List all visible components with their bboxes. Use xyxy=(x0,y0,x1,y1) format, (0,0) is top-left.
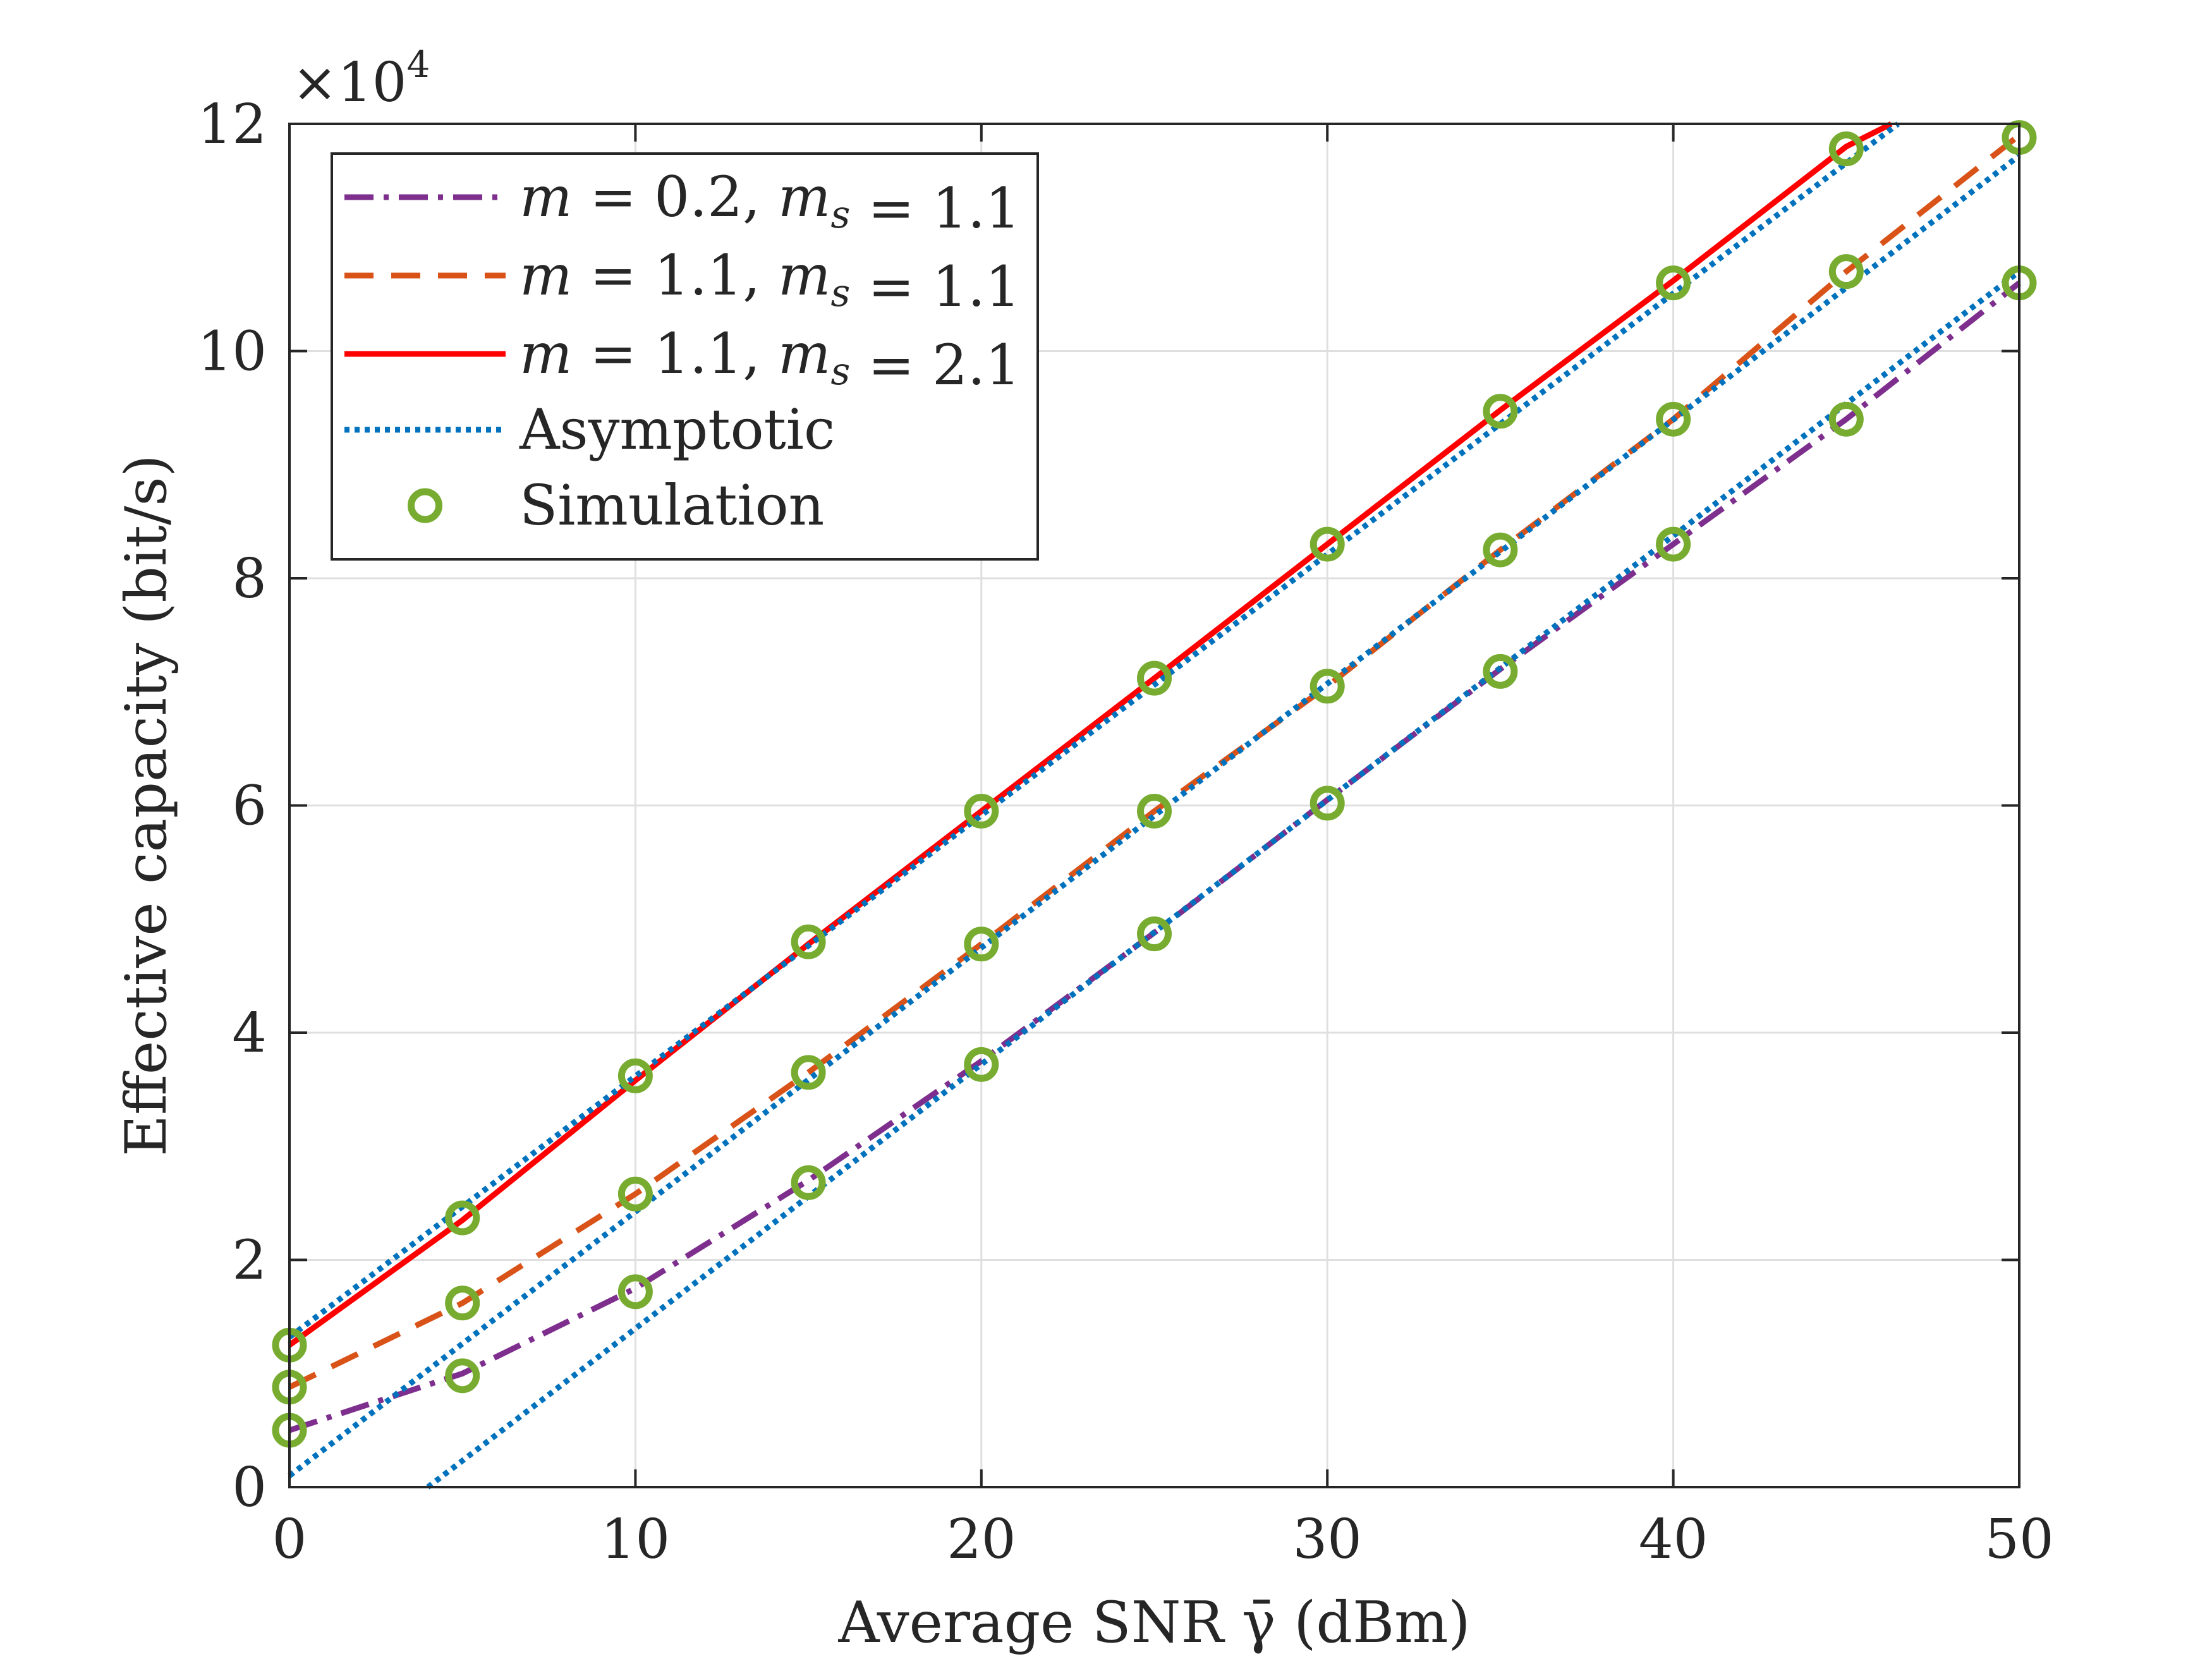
y-axis-label: Effective capacity (bit/s) xyxy=(113,454,179,1156)
legend-label-part: = 1.1 xyxy=(850,176,1021,241)
simulation-point xyxy=(1137,660,1172,696)
simulation-point xyxy=(617,1176,653,1212)
legend-label-simulation: Simulation xyxy=(520,473,824,538)
asymptotic-line-1 xyxy=(288,121,1900,1340)
simulation-point xyxy=(964,793,999,829)
legend-label-part: = 2.1 xyxy=(850,332,1021,398)
simulation-point xyxy=(1483,394,1518,429)
legend-label-part: = 1.1, xyxy=(572,243,778,308)
legend-label-asymptotic: Asymptotic xyxy=(519,397,835,462)
y-axis-multiplier: ×104 xyxy=(292,43,430,114)
legend-label-part: m xyxy=(520,321,572,386)
simulation-point xyxy=(1828,131,1864,167)
x-tick-label: 10 xyxy=(601,1508,670,1571)
ticks xyxy=(288,123,2021,1488)
y-tick-label: 2 xyxy=(232,1229,267,1292)
simulation-point xyxy=(617,1058,653,1093)
y-tick-label: 10 xyxy=(198,320,267,384)
simulation-point xyxy=(617,1274,653,1310)
legend-label-part: m xyxy=(778,321,830,386)
legend-label-subscript: s xyxy=(830,349,850,394)
simulation-point xyxy=(1310,669,1345,704)
simulation-point xyxy=(964,927,999,962)
legend-label-part: m xyxy=(778,164,830,229)
asymptotic-line-2 xyxy=(288,153,2021,1478)
simulation-point xyxy=(1828,401,1864,437)
legend-label-subscript: s xyxy=(830,271,850,315)
y-tick-label: 4 xyxy=(232,1002,267,1065)
x-axis-label: Average SNR γ̄ (dBm) xyxy=(837,1589,1470,1656)
legend-label-part: m xyxy=(520,164,572,229)
tick-labels: 0 10 20 30 40 50 0 2 4 6 8 10 12 xyxy=(198,93,2054,1571)
x-tick-label: 30 xyxy=(1292,1508,1361,1571)
legend: m = 0.2, ms = 1.1m = 1.1, ms = 1.1m = 1.… xyxy=(331,152,1039,561)
y-tick-label: 12 xyxy=(198,93,267,156)
simulation-point xyxy=(1656,526,1691,562)
legend-label-part: = 0.2, xyxy=(572,164,778,229)
simulation-point xyxy=(964,1047,999,1082)
legend-label-part: = 1.1, xyxy=(572,321,778,386)
legend-label: m = 1.1, ms = 1.1 xyxy=(520,243,1021,319)
simulation-point xyxy=(1137,793,1172,829)
legend-label-part: = 1.1 xyxy=(850,254,1021,319)
simulation-point xyxy=(791,924,826,959)
series-line-3 xyxy=(288,121,1893,1347)
x-tick-label: 20 xyxy=(947,1508,1016,1571)
y-tick-label: 8 xyxy=(232,547,267,611)
legend-label-subscript: s xyxy=(830,193,850,237)
simulation-point xyxy=(1483,532,1518,568)
x-tick-label: 40 xyxy=(1639,1508,1708,1571)
asymptotic-line-3 xyxy=(426,269,2021,1490)
simulation-point xyxy=(791,1055,826,1090)
x-tick-label: 50 xyxy=(1984,1508,2053,1571)
simulation-point xyxy=(1137,916,1172,952)
legend-label: m = 0.2, ms = 1.1 xyxy=(520,164,1021,241)
series-line-2 xyxy=(288,133,2021,1390)
simulation-point xyxy=(1310,786,1345,821)
legend-label-part: m xyxy=(778,243,830,308)
simulation-point xyxy=(445,1285,480,1321)
simulation-point xyxy=(1483,653,1518,689)
y-axis-multiplier-exponent: 4 xyxy=(407,43,430,86)
legend-items: m = 0.2, ms = 1.1m = 1.1, ms = 1.1m = 1.… xyxy=(344,164,1021,538)
y-axis-multiplier-base: ×10 xyxy=(292,51,407,114)
simulation-point xyxy=(445,1358,480,1394)
y-tick-label: 0 xyxy=(232,1456,267,1519)
y-tick-label: 6 xyxy=(232,775,267,838)
simulation-point xyxy=(791,1165,826,1200)
simulation-point xyxy=(1656,401,1691,437)
simulation-point xyxy=(1310,526,1345,562)
series-layer xyxy=(288,121,2021,1490)
legend-label: m = 1.1, ms = 2.1 xyxy=(520,321,1021,398)
legend-swatch-simulation xyxy=(408,488,442,523)
x-tick-label: 0 xyxy=(272,1508,307,1571)
simulation-point xyxy=(1656,265,1691,301)
simulation-point xyxy=(445,1200,480,1236)
simulation-point xyxy=(1828,254,1864,289)
legend-label-part: m xyxy=(520,243,572,308)
